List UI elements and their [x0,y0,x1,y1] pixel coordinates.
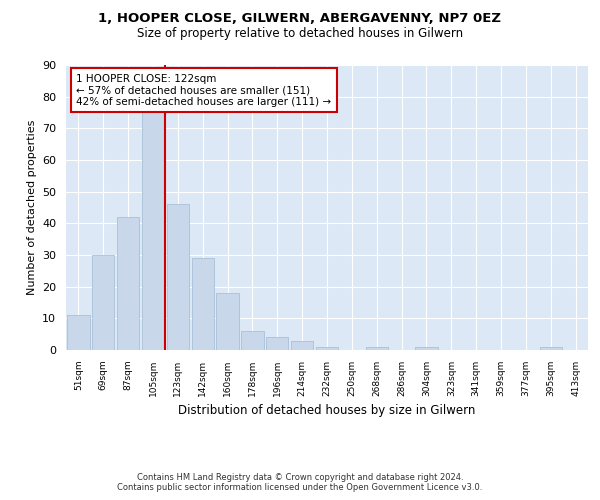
Text: 1, HOOPER CLOSE, GILWERN, ABERGAVENNY, NP7 0EZ: 1, HOOPER CLOSE, GILWERN, ABERGAVENNY, N… [98,12,502,26]
Bar [365,347,388,350]
Text: Size of property relative to detached houses in Gilwern: Size of property relative to detached ho… [137,28,463,40]
Bar [539,347,562,350]
Bar [191,258,214,350]
Bar [241,331,263,350]
Bar [67,315,89,350]
Bar [266,338,289,350]
Text: Contains HM Land Registry data © Crown copyright and database right 2024.
Contai: Contains HM Land Registry data © Crown c… [118,473,482,492]
Y-axis label: Number of detached properties: Number of detached properties [26,120,37,295]
Bar [142,112,164,350]
Bar [291,340,313,350]
Bar [415,347,437,350]
Text: 1 HOOPER CLOSE: 122sqm
← 57% of detached houses are smaller (151)
42% of semi-de: 1 HOOPER CLOSE: 122sqm ← 57% of detached… [76,74,332,107]
Bar [92,255,115,350]
Bar [117,217,139,350]
Bar [167,204,189,350]
Bar [316,347,338,350]
X-axis label: Distribution of detached houses by size in Gilwern: Distribution of detached houses by size … [178,404,476,417]
Bar [217,293,239,350]
